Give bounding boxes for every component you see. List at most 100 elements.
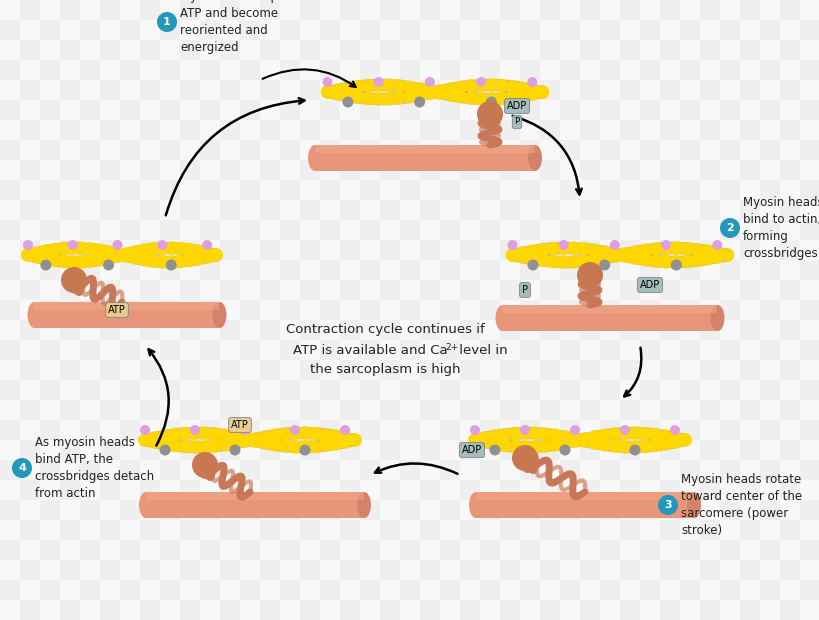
Bar <box>379 200 400 220</box>
Bar <box>260 440 279 460</box>
Bar <box>240 100 260 120</box>
Bar <box>240 360 260 380</box>
Bar <box>799 600 819 620</box>
Bar <box>379 500 400 520</box>
Bar <box>419 260 440 280</box>
Bar <box>500 120 519 140</box>
Bar <box>20 380 40 400</box>
Bar <box>200 440 219 460</box>
Bar <box>440 40 459 60</box>
Bar <box>80 480 100 500</box>
Bar <box>659 240 679 260</box>
Bar <box>180 40 200 60</box>
Bar <box>0 200 20 220</box>
Bar <box>219 280 240 300</box>
Bar <box>260 400 279 420</box>
Bar <box>500 580 519 600</box>
Bar <box>180 580 200 600</box>
Bar <box>559 320 579 340</box>
Circle shape <box>667 436 681 448</box>
Bar <box>340 340 360 360</box>
Bar <box>619 140 639 160</box>
Bar <box>300 480 319 500</box>
Bar <box>80 440 100 460</box>
Bar <box>34 302 219 310</box>
Circle shape <box>209 249 222 262</box>
Bar <box>340 320 360 340</box>
Bar <box>739 120 759 140</box>
Circle shape <box>348 433 361 446</box>
Bar <box>200 300 219 320</box>
Bar <box>540 320 559 340</box>
Bar <box>739 240 759 260</box>
Bar <box>319 440 340 460</box>
Bar <box>100 280 120 300</box>
Bar <box>799 80 819 100</box>
Bar <box>40 480 60 500</box>
Bar <box>100 80 120 100</box>
Circle shape <box>179 440 192 453</box>
Bar <box>0 580 20 600</box>
Bar <box>219 260 240 280</box>
Bar <box>679 600 699 620</box>
Bar <box>459 40 479 60</box>
Bar <box>120 540 140 560</box>
Bar <box>679 540 699 560</box>
Circle shape <box>516 246 528 259</box>
Bar <box>20 340 40 360</box>
Bar <box>739 460 759 480</box>
Bar <box>799 560 819 580</box>
Bar <box>360 400 379 420</box>
Circle shape <box>511 445 537 471</box>
Bar <box>719 360 739 380</box>
Bar <box>440 600 459 620</box>
Bar <box>559 180 579 200</box>
Bar <box>180 540 200 560</box>
Ellipse shape <box>28 302 42 328</box>
Bar <box>140 280 160 300</box>
Bar <box>120 380 140 400</box>
Bar <box>180 380 200 400</box>
Circle shape <box>454 91 467 104</box>
Bar <box>719 140 739 160</box>
Bar <box>419 540 440 560</box>
Bar <box>502 305 717 331</box>
Circle shape <box>484 92 497 105</box>
Circle shape <box>649 255 662 268</box>
Bar <box>459 360 479 380</box>
Bar <box>519 420 540 440</box>
Bar <box>40 540 60 560</box>
Bar <box>140 420 160 440</box>
Bar <box>779 80 799 100</box>
Bar <box>459 120 479 140</box>
Bar <box>260 460 279 480</box>
Bar <box>559 500 579 520</box>
Circle shape <box>168 439 181 452</box>
Bar <box>440 460 459 480</box>
Circle shape <box>174 242 187 255</box>
Bar <box>500 300 519 320</box>
Circle shape <box>484 79 497 92</box>
Ellipse shape <box>484 118 495 130</box>
Bar <box>200 420 219 440</box>
Bar <box>180 500 200 520</box>
Circle shape <box>598 429 611 441</box>
Bar <box>80 360 100 380</box>
Bar <box>659 140 679 160</box>
Bar <box>20 220 40 240</box>
Bar <box>379 460 400 480</box>
Bar <box>419 160 440 180</box>
Bar <box>80 240 100 260</box>
Bar <box>200 60 219 80</box>
Bar <box>540 260 559 280</box>
Bar <box>459 100 479 120</box>
Bar <box>319 240 340 260</box>
Bar <box>219 100 240 120</box>
Bar <box>779 480 799 500</box>
Bar <box>799 300 819 320</box>
Bar <box>419 500 440 520</box>
Bar <box>279 520 300 540</box>
Bar <box>440 380 459 400</box>
Bar <box>440 60 459 80</box>
Bar <box>519 200 540 220</box>
